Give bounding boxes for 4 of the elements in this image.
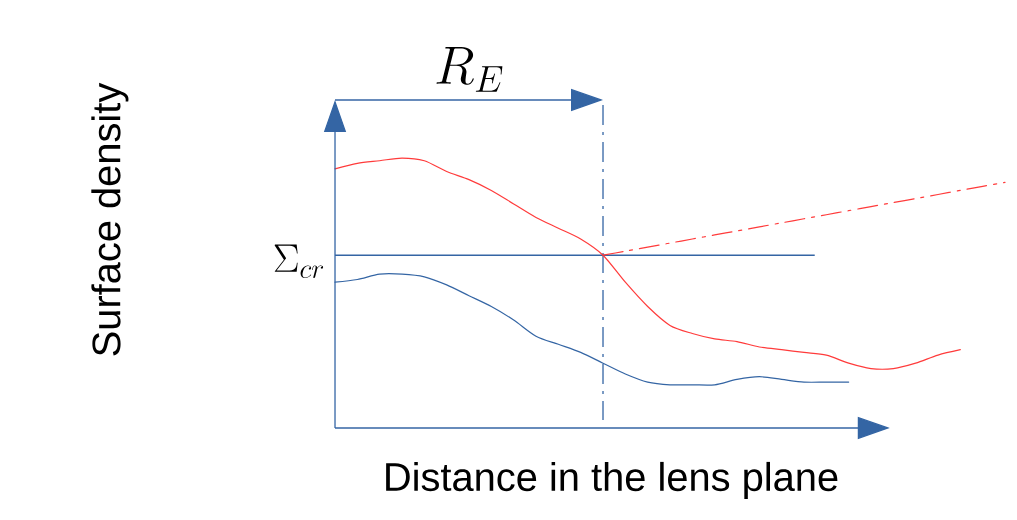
x-axis-title: Distance in the lens plane: [386, 461, 838, 500]
text: $R_{E}$: [436, 46, 503, 92]
ref-line-label: $\Sigma_{cr}$: [274, 244, 324, 279]
y-axis-title: Surface density: [91, 82, 129, 356]
